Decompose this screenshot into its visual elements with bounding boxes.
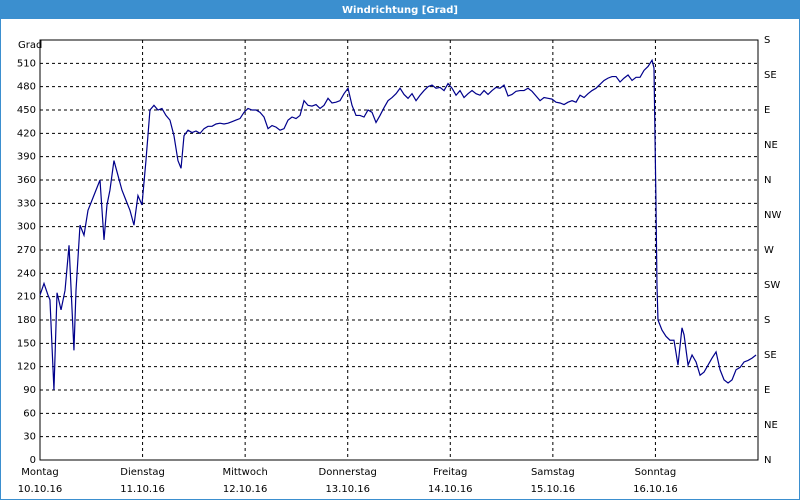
x-tick-label: Mittwoch [222,467,267,478]
y2-tick-label: NW [764,210,781,221]
x-tick-date: 12.10.16 [223,484,268,495]
y-tick-label: 90 [23,385,36,396]
y-tick-label: 420 [17,128,36,139]
x-tick-date: 10.10.16 [18,484,63,495]
y-tick-label: 510 [17,58,36,69]
y-tick-label: 300 [17,222,36,233]
y-tick-label: 180 [17,315,36,326]
y-tick-label: 480 [17,82,36,93]
y-tick-label: 270 [17,245,36,256]
x-tick-date: 14.10.16 [428,484,473,495]
y2-tick-label: NE [764,140,778,151]
y2-tick-label: W [764,245,774,256]
y-tick-label: 150 [17,338,36,349]
x-tick-label: Montag [21,467,58,478]
x-tick-date: 15.10.16 [531,484,576,495]
y-tick-label: 0 [30,455,36,466]
x-tick-label: Donnerstag [319,467,377,478]
y-tick-label: 450 [17,105,36,116]
x-tick-date: 11.10.16 [120,484,165,495]
y-tick-label: 30 [23,432,36,443]
y2-tick-label: S [764,315,770,326]
y-tick-label: 210 [17,292,36,303]
y-tick-label: 330 [17,198,36,209]
y-tick-label: 240 [17,268,36,279]
data-line [39,58,757,391]
x-tick-date: 16.10.16 [633,484,678,495]
x-tick-label: Sonntag [635,467,677,478]
y2-tick-label: E [764,105,770,116]
x-tick-label: Samstag [531,467,575,478]
y2-tick-label: NE [764,420,778,431]
y2-tick-label: SE [764,350,777,361]
y2-tick-label: S [764,35,770,46]
title-bar [0,0,800,19]
y2-tick-label: SE [764,70,777,81]
chart-title: Windrichtung [Grad] [342,5,458,16]
y2-tick-label: N [764,175,771,186]
x-tick-label: Dienstag [120,467,165,478]
y-tick-label: 120 [17,362,36,373]
y2-tick-label: N [764,455,771,466]
x-tick-label: Freitag [433,467,467,478]
y2-tick-label: E [764,385,770,396]
y-tick-label: 60 [23,408,36,419]
y2-tick-label: SW [764,280,780,291]
y-axis-label: Grad [18,40,42,51]
x-tick-date: 13.10.16 [325,484,370,495]
y-tick-label: 390 [17,152,36,163]
y-tick-label: 360 [17,175,36,186]
